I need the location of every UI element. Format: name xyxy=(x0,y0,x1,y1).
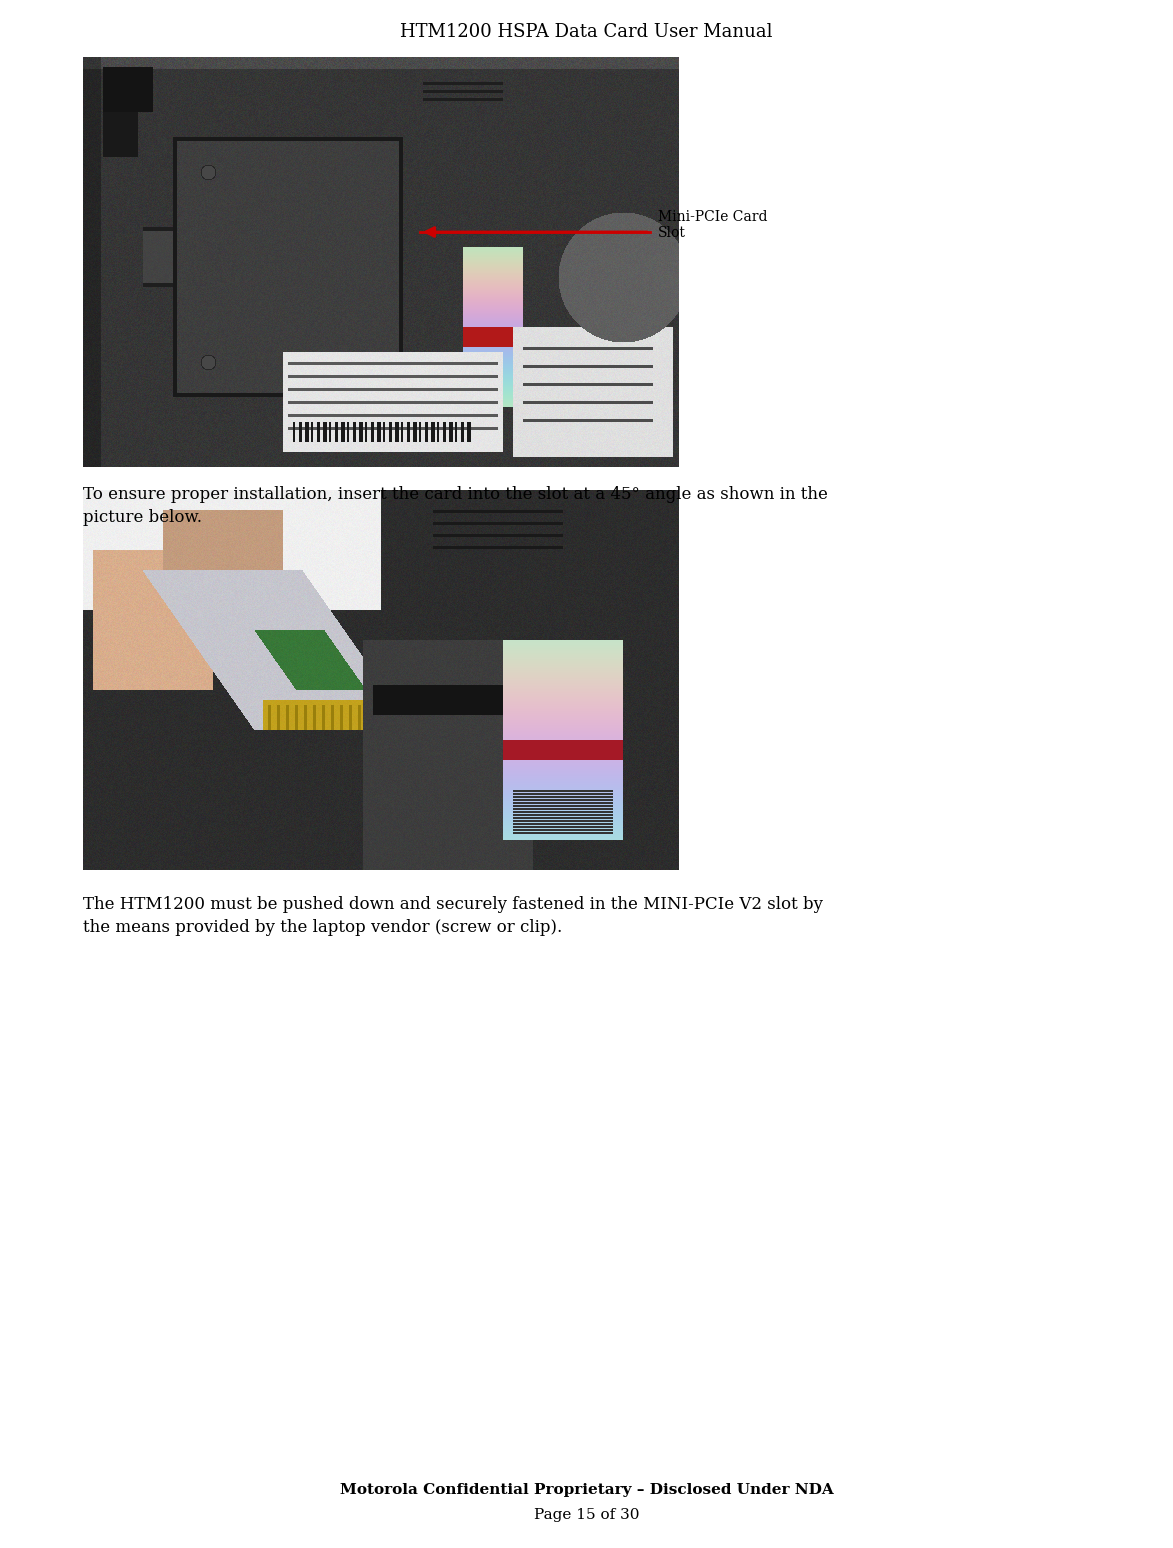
Text: To ensure proper installation, insert the card into the slot at a 45° angle as s: To ensure proper installation, insert th… xyxy=(83,486,828,526)
Text: Mini-PCIe Card
Slot: Mini-PCIe Card Slot xyxy=(658,211,767,240)
Text: HTM1200 HSPA Data Card User Manual: HTM1200 HSPA Data Card User Manual xyxy=(400,23,773,40)
Text: The HTM1200 must be pushed down and securely fastened in the MINI-PCIe V2 slot b: The HTM1200 must be pushed down and secu… xyxy=(83,896,823,937)
Text: Page 15 of 30: Page 15 of 30 xyxy=(534,1508,639,1522)
Text: Motorola Confidential Proprietary – Disclosed Under NDA: Motorola Confidential Proprietary – Disc… xyxy=(340,1483,833,1497)
